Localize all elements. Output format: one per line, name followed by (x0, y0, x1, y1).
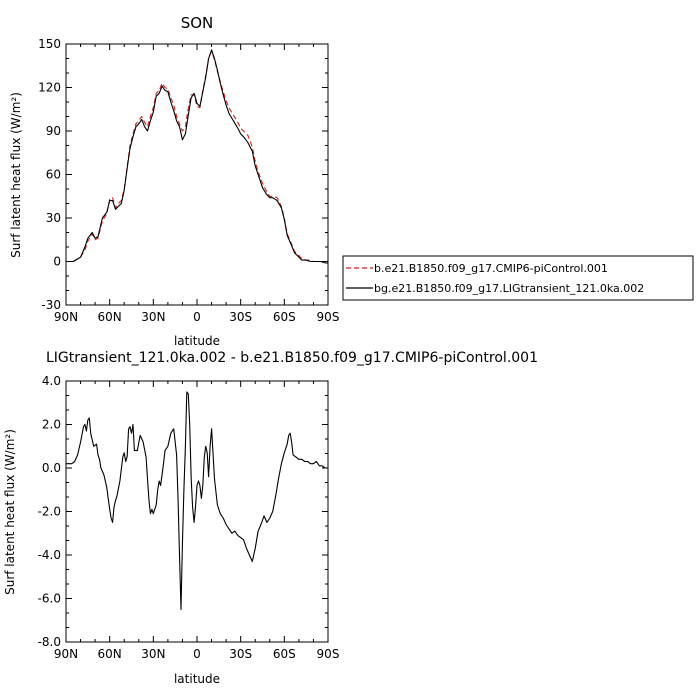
top-chart-panel: SON 90N 60N 30N 0 30S 60S 90S-300306090120150 … (9, 14, 339, 348)
top-chart-ytick-label: 120 (38, 81, 61, 95)
bottom-chart-ytick-label: 0.0 (42, 461, 61, 475)
top-chart-xlabel: latitude (174, 334, 220, 348)
bottom-chart-series-line-0 (66, 391, 328, 610)
bottom-chart-xtick-label: 0 (193, 647, 201, 661)
top-chart-xtick-label: 30N (141, 310, 165, 324)
top-chart-xtick-label: 60S (273, 310, 296, 324)
bottom-chart-xtick-label: 90S (317, 647, 340, 661)
bottom-chart-xtick-label: 30S (229, 647, 252, 661)
legend-box (342, 255, 694, 301)
top-chart-title: SON (181, 14, 214, 32)
bottom-chart-title: LIGtransient_121.0ka.002 - b.e21.B1850.f… (46, 350, 538, 366)
top-chart-ytick-label: -30 (41, 298, 61, 312)
top-chart-legend: b.e21.B1850.f09_g17.CMIP6-piControl.001 … (342, 255, 694, 301)
bottom-chart-xtick-label: 30N (141, 647, 165, 661)
bottom-chart-ytick-label: -8.0 (38, 635, 61, 649)
bottom-chart-xtick-label: 90N (54, 647, 78, 661)
top-chart-xtick-label: 0 (193, 310, 201, 324)
bottom-chart-ytick-label: 4.0 (42, 374, 61, 388)
bottom-chart-ytick-label: -2.0 (38, 505, 61, 519)
bottom-chart-ytick-label: -6.0 (38, 592, 61, 606)
top-chart-ytick-label: 150 (38, 37, 61, 51)
top-chart-ytick-label: 60 (46, 168, 61, 182)
bottom-chart-xtick-label: 60S (273, 647, 296, 661)
top-chart-series-line-1 (66, 49, 328, 264)
top-chart-series-line-0 (66, 50, 329, 264)
legend-label-picontrol: b.e21.B1850.f09_g17.CMIP6-piControl.001 (374, 262, 608, 275)
top-chart-ytick-label: 30 (46, 211, 61, 225)
bottom-chart-ylabel: Surf latent heat flux (W/m²) (3, 429, 17, 595)
bottom-chart-xlabel: latitude (174, 672, 220, 686)
top-chart-xtick-label: 90N (54, 310, 78, 324)
top-chart-ytick-label: 90 (46, 124, 61, 138)
bottom-chart-panel: LIGtransient_121.0ka.002 - b.e21.B1850.f… (3, 350, 538, 686)
top-chart-xtick-label: 60N (98, 310, 122, 324)
top-chart-xtick-label: 90S (317, 310, 340, 324)
bottom-chart-ytick-label: -4.0 (38, 548, 61, 562)
top-chart-ylabel: Surf latent heat flux (W/m²) (9, 92, 23, 258)
top-chart-ytick-label: 0 (53, 255, 61, 269)
top-chart-xtick-label: 30S (229, 310, 252, 324)
bottom-chart-ytick-label: 2.0 (42, 418, 61, 432)
top-chart-frame (65, 43, 329, 306)
bottom-chart-frame (65, 380, 329, 643)
bottom-chart-xtick-label: 60N (98, 647, 122, 661)
legend-label-ligtransient: bg.e21.B1850.f09_g17.LIGtransient_121.0k… (374, 282, 644, 295)
